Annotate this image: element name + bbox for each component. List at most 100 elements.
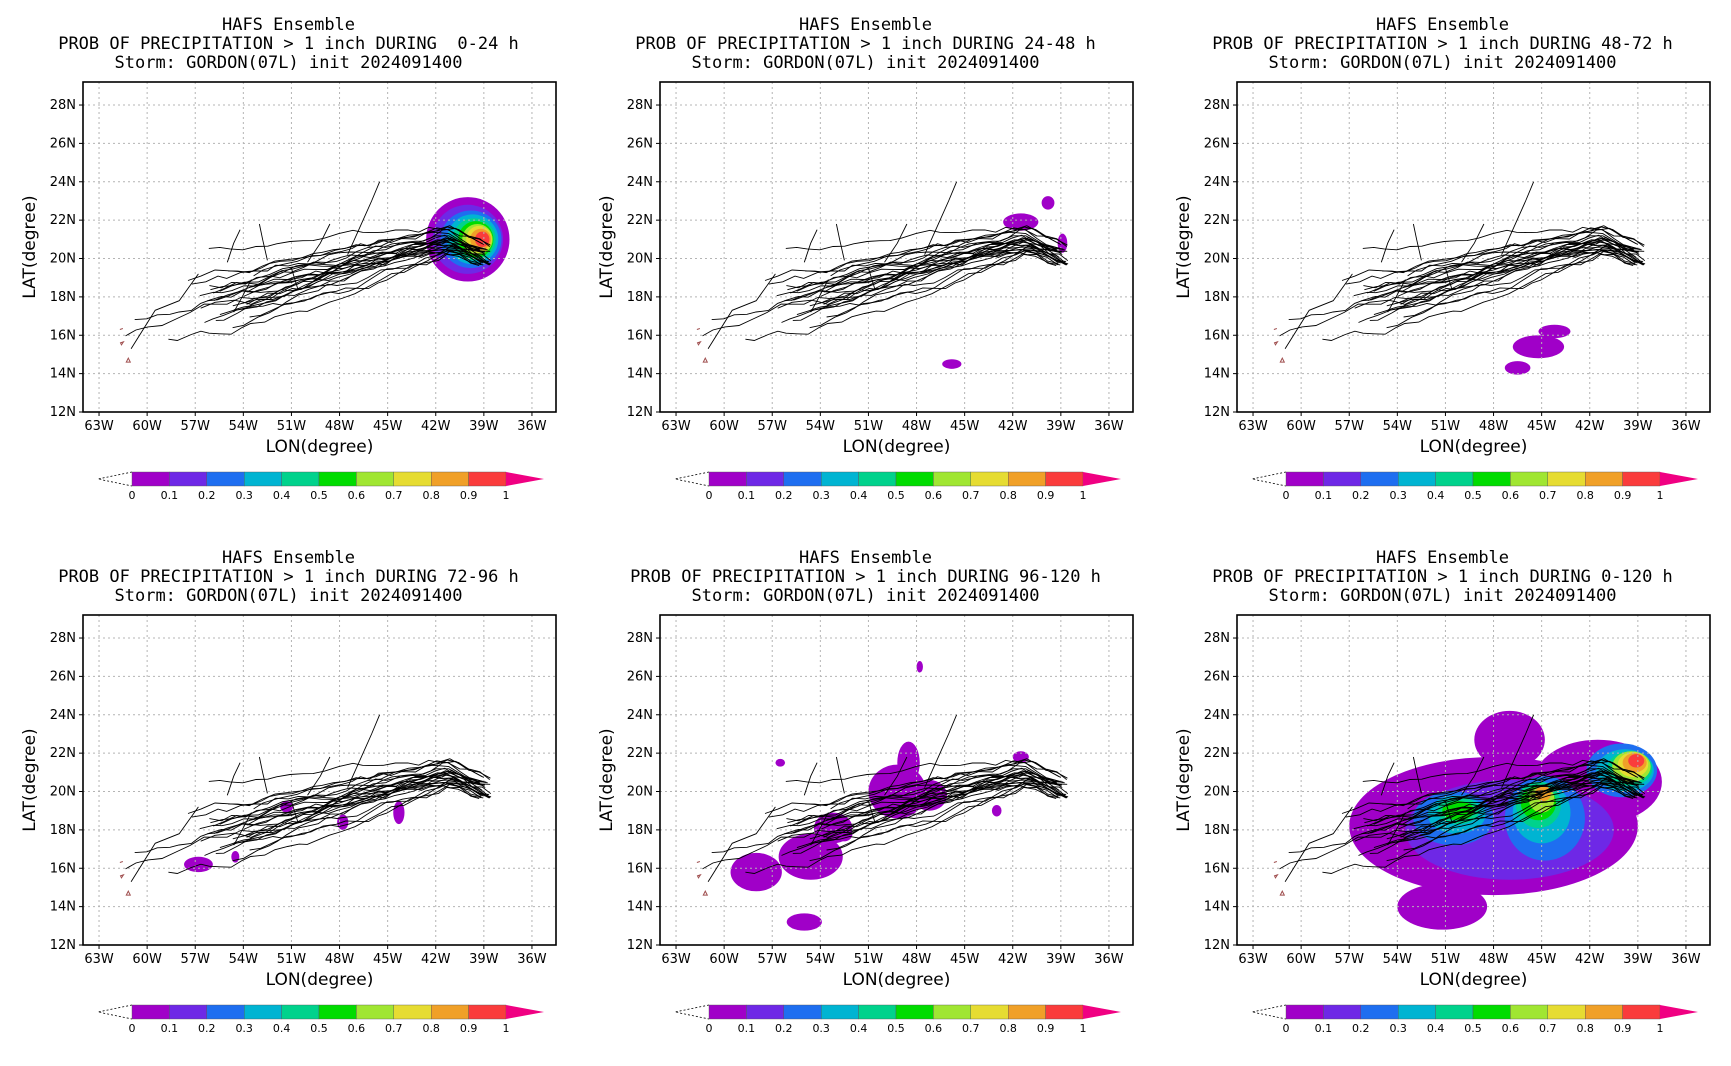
- ensemble-track: [219, 249, 482, 316]
- colorbar-over-arrow: [1660, 1005, 1698, 1019]
- colorbar-tick-label: 0.1: [738, 1022, 756, 1035]
- colorbar-tick-label: 0.8: [422, 489, 440, 502]
- lat-tick-label: 28N: [1204, 631, 1230, 646]
- colorbar-cell: [895, 1004, 934, 1020]
- ensemble-track: [290, 800, 299, 823]
- lon-tick-label: 54W: [806, 952, 836, 967]
- map-plot: 63W 60W 57W 54W 51W 48W 45W 42W 39W 36W 12N 14N 16N 1…: [20, 614, 557, 1035]
- lat-tick-label: 18N: [50, 290, 76, 305]
- ensemble-track: [168, 249, 480, 341]
- colorbar-cell: [820, 471, 859, 487]
- lon-tick-label: 48W: [902, 419, 932, 434]
- colorbar-cell: [933, 1004, 971, 1020]
- lat-tick-label: 22N: [50, 746, 76, 761]
- ensemble-track: [1358, 786, 1638, 856]
- colorbar-cell: [783, 471, 822, 487]
- ensemble-track: [347, 714, 381, 788]
- colorbar-cell: [1008, 471, 1046, 487]
- lat-tick-label: 24N: [627, 175, 653, 190]
- ensemble-track: [1322, 782, 1634, 874]
- ensemble-track: [204, 786, 484, 856]
- lat-tick-label: 14N: [1204, 367, 1230, 382]
- lon-tick-label: 42W: [998, 419, 1028, 434]
- x-axis-label: LON(degree): [843, 970, 951, 990]
- ensemble-track: [1380, 229, 1395, 263]
- colorbar-over-arrow: [1083, 1005, 1121, 1019]
- lat-tick-label: 26N: [1204, 669, 1230, 684]
- colorbar-tick-label: 0: [129, 1022, 136, 1035]
- ensemble-track: [208, 758, 485, 784]
- colorbar-cell: [1285, 471, 1324, 487]
- ensemble-track: [208, 225, 485, 251]
- ensemble-track: [835, 223, 845, 261]
- lat-tick-label: 14N: [627, 367, 653, 382]
- lat-tick-label: 26N: [50, 669, 76, 684]
- colorbar-cell: [131, 471, 170, 487]
- ensemble-track: [232, 249, 489, 329]
- plot-frame: [659, 81, 1134, 413]
- ensemble-track: [1382, 231, 1636, 274]
- map-plot: 63W 60W 57W 54W 51W 48W 45W 42W 39W 36W 12N 14N 16N 1…: [597, 81, 1134, 502]
- plot-frame: [1236, 81, 1711, 413]
- colorbar-tick-label: 0.5: [1464, 1022, 1482, 1035]
- colorbar-cell: [858, 471, 897, 487]
- colorbar-tick-label: 0.4: [850, 489, 868, 502]
- ensemble-track: [835, 756, 845, 794]
- colorbar-cell: [970, 1004, 1009, 1020]
- colorbar-cell: [1045, 1004, 1084, 1020]
- ensemble-track: [796, 782, 1059, 849]
- colorbar-cell: [933, 471, 971, 487]
- x-axis-label: LON(degree): [1420, 970, 1528, 990]
- map-plot: 63W 60W 57W 54W 51W 48W 45W 42W 39W 36W 12N 14N 16N 1…: [1174, 614, 1711, 1035]
- colorbar-tick-label: 0: [706, 489, 713, 502]
- ensemble-track: [790, 767, 1058, 827]
- lon-tick-label: 36W: [1671, 952, 1701, 967]
- colorbar-tick-label: 0.3: [812, 1022, 830, 1035]
- colorbar-cell: [169, 1004, 207, 1020]
- colorbar-cell: [783, 1004, 822, 1020]
- lat-tick-label: 14N: [50, 900, 76, 915]
- panel-72-96h: HAFS Ensemble PROB OF PRECIPITATION > 1 …: [0, 533, 577, 1066]
- panel-title: HAFS Ensemble PROB OF PRECIPITATION > 1 …: [0, 549, 577, 606]
- colorbar: 0 0.1 0.2 0.3 0.4 0.5 0.6 0.7 0.8 0.9 1: [674, 471, 1121, 502]
- colorbar-tick-label: 0.5: [1464, 489, 1482, 502]
- precip-band: [1003, 213, 1039, 231]
- colorbar-tick-label: 0.2: [1352, 489, 1370, 502]
- lon-tick-label: 63W: [84, 419, 114, 434]
- lon-tick-label: 60W: [709, 419, 739, 434]
- lat-tick-label: 20N: [1204, 252, 1230, 267]
- ensemble-track: [125, 236, 486, 337]
- ensemble-track: [1354, 246, 1636, 309]
- lat-tick-label: 26N: [627, 669, 653, 684]
- ensemble-track: [790, 226, 1060, 302]
- colorbar-tick-label: 0.4: [850, 1022, 868, 1035]
- ensemble-track: [777, 246, 1059, 309]
- ensemble-track: [1373, 782, 1636, 849]
- lat-tick-label: 22N: [1204, 746, 1230, 761]
- plot-frame: [82, 81, 557, 413]
- lat-tick-label: 18N: [50, 823, 76, 838]
- lat-tick-label: 18N: [1204, 823, 1230, 838]
- colorbar-tick-label: 0.8: [999, 1022, 1017, 1035]
- colorbar-tick-label: 0.6: [1502, 1022, 1520, 1035]
- ensemble-track: [1322, 249, 1634, 341]
- precip-band: [775, 758, 786, 767]
- lon-tick-label: 54W: [806, 419, 836, 434]
- title-period: PROB OF PRECIPITATION > 1 inch DURING 0-…: [1212, 567, 1673, 587]
- precip-band: [231, 850, 240, 863]
- island-coastline: [696, 861, 709, 896]
- colorbar-tick-label: 0.5: [310, 489, 328, 502]
- title-period: PROB OF PRECIPITATION > 1 inch DURING 72…: [58, 567, 519, 587]
- lat-tick-label: 22N: [1204, 213, 1230, 228]
- lat-tick-label: 24N: [1204, 175, 1230, 190]
- ensemble-track: [1444, 800, 1453, 823]
- ensemble-track: [130, 806, 199, 882]
- lon-tick-label: 57W: [758, 419, 788, 434]
- colorbar-cell: [1397, 471, 1436, 487]
- colorbar-cell: [318, 1004, 357, 1020]
- ensemble-track: [702, 769, 1063, 870]
- colorbar-cell: [318, 471, 357, 487]
- colorbar-cell: [169, 471, 207, 487]
- ensemble-track: [232, 244, 484, 307]
- lon-tick-label: 42W: [421, 952, 451, 967]
